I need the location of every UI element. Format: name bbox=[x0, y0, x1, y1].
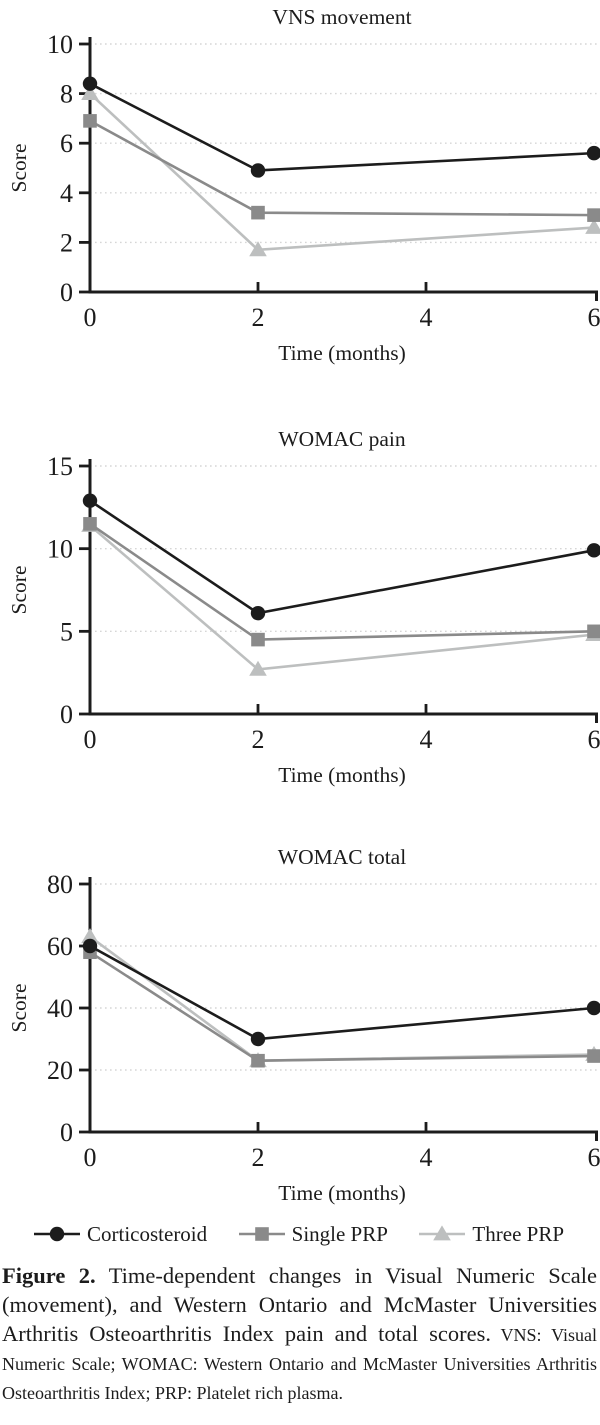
legend-item-corticosteroid: Corticosteroid bbox=[34, 1222, 207, 1247]
svg-text:10: 10 bbox=[47, 535, 73, 564]
legend-label: Three PRP bbox=[472, 1221, 564, 1246]
svg-text:40: 40 bbox=[47, 994, 73, 1023]
svg-text:0: 0 bbox=[60, 278, 73, 307]
figure-caption-abbreviations: VNS: Visual Numeric Scale; WOMAC: Wester… bbox=[2, 1324, 597, 1403]
svg-text:15: 15 bbox=[47, 452, 73, 481]
legend-item-three-prp: Three PRP bbox=[419, 1222, 564, 1247]
svg-text:0: 0 bbox=[84, 1143, 97, 1172]
svg-text:Score: Score bbox=[7, 984, 31, 1033]
svg-text:2: 2 bbox=[252, 303, 265, 332]
svg-text:5: 5 bbox=[60, 617, 73, 646]
svg-text:0: 0 bbox=[84, 303, 97, 332]
square-marker-icon bbox=[238, 1227, 285, 1241]
figure-caption-label: Figure 2. bbox=[2, 1263, 96, 1288]
svg-text:0: 0 bbox=[84, 725, 97, 754]
svg-text:8: 8 bbox=[60, 80, 73, 109]
svg-text:6: 6 bbox=[588, 1143, 600, 1172]
svg-text:Time (months): Time (months) bbox=[278, 341, 406, 365]
figure-caption: Figure 2. Time-dependent changes in Visu… bbox=[0, 1262, 600, 1407]
svg-text:Score: Score bbox=[7, 566, 31, 615]
svg-text:4: 4 bbox=[420, 303, 433, 332]
svg-text:2: 2 bbox=[252, 1143, 265, 1172]
svg-text:4: 4 bbox=[60, 179, 73, 208]
svg-text:0: 0 bbox=[60, 700, 73, 729]
chart-legend: Corticosteroid Single PRP Three PRP bbox=[0, 1218, 600, 1250]
triangle-marker-icon bbox=[419, 1225, 466, 1241]
svg-text:Score: Score bbox=[7, 144, 31, 193]
svg-text:0: 0 bbox=[60, 1118, 73, 1147]
svg-text:WOMAC total: WOMAC total bbox=[278, 845, 406, 869]
svg-text:60: 60 bbox=[47, 932, 73, 961]
svg-text:6: 6 bbox=[60, 129, 73, 158]
vns-movement-chart: VNS movement 0 2 4 6 8 10 0 2 4 6 Time (months) Scor… bbox=[7, 5, 600, 365]
svg-text:4: 4 bbox=[420, 1143, 433, 1172]
legend-label: Corticosteroid bbox=[87, 1221, 208, 1246]
circle-marker-icon bbox=[34, 1226, 80, 1242]
svg-text:10: 10 bbox=[47, 30, 73, 59]
womac-pain-chart: WOMAC pain 0 5 10 15 0 2 4 6 Time (months) Score bbox=[7, 427, 600, 787]
svg-text:VNS movement: VNS movement bbox=[272, 5, 411, 29]
svg-text:Time (months): Time (months) bbox=[278, 763, 406, 787]
svg-text:20: 20 bbox=[47, 1056, 73, 1085]
womac-pain-chart-block: WOMAC pain 0 5 10 15 0 2 4 6 Time (months) Score bbox=[0, 422, 600, 794]
legend-item-single-prp: Single PRP bbox=[238, 1221, 388, 1247]
svg-text:6: 6 bbox=[588, 725, 600, 754]
svg-text:WOMAC pain: WOMAC pain bbox=[278, 427, 405, 451]
svg-text:Time (months): Time (months) bbox=[278, 1181, 406, 1205]
svg-text:80: 80 bbox=[47, 870, 73, 899]
svg-text:6: 6 bbox=[588, 303, 600, 332]
womac-total-chart: WOMAC total 0 20 40 60 80 0 2 4 6 Time (months) Sco… bbox=[7, 845, 600, 1205]
vns-movement-chart-block: VNS movement 0 2 4 6 8 10 0 2 4 6 Time (months) Scor… bbox=[0, 0, 600, 372]
womac-total-chart-block: WOMAC total 0 20 40 60 80 0 2 4 6 Time (months) Sco… bbox=[0, 840, 600, 1212]
svg-text:2: 2 bbox=[252, 725, 265, 754]
figure-caption-main: Time-dependent changes in Visual Numeric… bbox=[2, 1263, 597, 1346]
svg-text:4: 4 bbox=[420, 725, 433, 754]
svg-text:2: 2 bbox=[60, 228, 73, 257]
legend-label: Single PRP bbox=[291, 1221, 388, 1246]
